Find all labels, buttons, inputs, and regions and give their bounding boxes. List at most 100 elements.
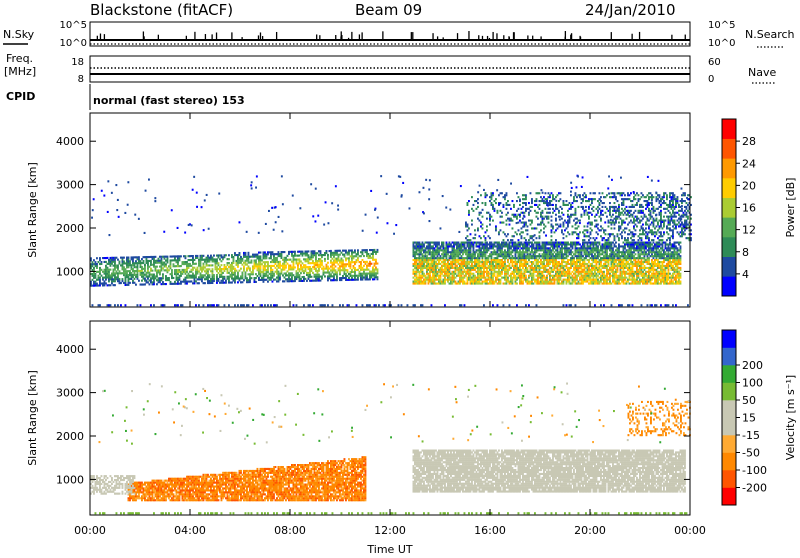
data-cell	[116, 257, 118, 259]
data-cell	[429, 243, 431, 245]
data-cell	[552, 253, 554, 255]
data-cell	[563, 259, 565, 261]
data-cell	[609, 281, 611, 283]
data-cell	[242, 281, 244, 283]
data-cell	[351, 277, 353, 279]
data-cell	[617, 271, 619, 273]
data-cell	[281, 271, 283, 273]
data-cell	[581, 273, 583, 275]
data-cell	[611, 243, 613, 245]
data-cell	[531, 242, 533, 244]
data-cell	[311, 268, 313, 270]
data-cell	[608, 263, 610, 265]
data-cell	[302, 255, 304, 257]
data-cell	[494, 249, 496, 251]
data-cell	[533, 277, 535, 279]
data-cell	[525, 277, 527, 279]
data-cell	[242, 272, 244, 274]
data-cell	[296, 278, 298, 280]
data-cell	[584, 265, 586, 267]
data-cell	[281, 255, 283, 257]
data-cell	[125, 282, 127, 284]
data-cell	[438, 251, 440, 253]
data-cell	[372, 253, 374, 255]
data-cell	[452, 265, 454, 267]
data-cell	[155, 277, 157, 279]
data-cell	[321, 262, 323, 264]
data-cell	[242, 275, 244, 277]
data-cell	[561, 245, 563, 247]
data-cell	[614, 267, 616, 269]
data-cell	[663, 261, 665, 263]
data-cell	[671, 263, 673, 265]
data-cell	[248, 266, 250, 268]
data-cell	[132, 260, 134, 262]
data-cell	[251, 260, 253, 262]
data-cell	[618, 247, 620, 249]
data-cell	[357, 257, 359, 259]
data-cell	[237, 274, 239, 276]
data-cell	[440, 279, 442, 281]
data-cell	[528, 249, 530, 251]
data-cell	[357, 279, 359, 281]
data-cell	[449, 242, 451, 244]
data-cell	[161, 260, 163, 262]
data-cell	[449, 275, 451, 277]
data-cell	[285, 267, 287, 269]
data-cell	[326, 252, 328, 254]
data-cell	[351, 249, 353, 251]
data-cell	[623, 261, 625, 263]
data-cell	[458, 255, 460, 257]
data-cell	[303, 276, 305, 278]
data-cell	[539, 269, 541, 271]
data-cell	[113, 271, 115, 273]
data-cell	[254, 279, 256, 281]
data-cell	[533, 273, 535, 275]
data-cell	[186, 269, 188, 271]
data-cell	[423, 273, 425, 275]
data-cell	[237, 264, 239, 266]
data-cell	[251, 262, 253, 264]
data-cell	[165, 263, 167, 265]
data-cell	[231, 270, 233, 272]
data-cell	[294, 266, 296, 268]
data-cell	[237, 276, 239, 278]
data-cell	[332, 271, 334, 273]
data-cell	[128, 257, 130, 259]
data-cell	[618, 253, 620, 255]
data-cell	[248, 260, 250, 262]
data-cell	[494, 275, 496, 277]
data-cell	[315, 258, 317, 260]
data-cell	[482, 283, 484, 285]
data-cell	[237, 266, 239, 268]
data-cell	[582, 255, 584, 257]
data-cell	[539, 265, 541, 267]
data-cell	[293, 257, 295, 259]
data-cell	[500, 281, 502, 283]
data-cell	[536, 257, 538, 259]
data-cell	[162, 281, 164, 283]
data-cell	[620, 269, 622, 271]
data-cell	[435, 277, 437, 279]
data-cell	[414, 255, 416, 257]
data-cell	[92, 265, 94, 267]
data-cell	[360, 261, 362, 263]
data-cell	[600, 263, 602, 265]
data-cell	[260, 257, 262, 259]
data-cell	[614, 257, 616, 259]
data-cell	[450, 243, 452, 245]
data-cell	[143, 276, 145, 278]
data-cell	[249, 267, 251, 269]
data-cell	[339, 271, 341, 273]
data-cell	[308, 250, 310, 252]
data-cell	[461, 247, 463, 249]
data-cell	[168, 279, 170, 281]
data-cell	[147, 264, 149, 266]
data-cell	[288, 253, 290, 255]
data-cell	[486, 263, 488, 265]
data-cell	[311, 270, 313, 272]
data-cell	[578, 269, 580, 271]
data-cell	[677, 269, 679, 271]
data-cell	[267, 275, 269, 277]
data-cell	[153, 279, 155, 281]
